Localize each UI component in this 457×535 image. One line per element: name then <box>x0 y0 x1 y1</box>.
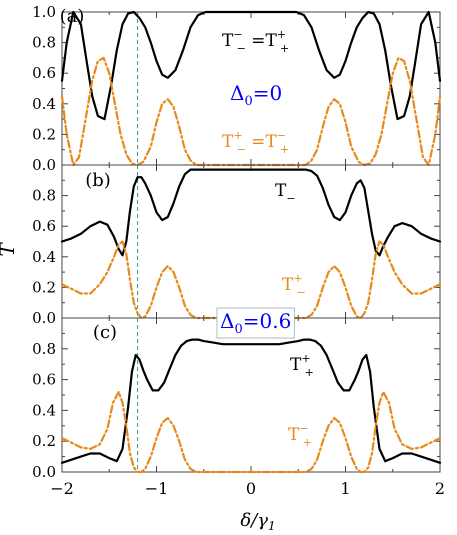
series-label-sub: − <box>286 192 295 205</box>
series-label-symbol: T <box>222 31 234 51</box>
series-label-sub: + <box>280 42 289 55</box>
series-label-symbol: T <box>288 425 300 445</box>
y-tick-label: 0.6 <box>32 371 56 389</box>
delta-annotation: Δ0=0.6 <box>220 309 291 337</box>
panel-label: (b) <box>85 170 111 191</box>
y-tick-label: 0.8 <box>32 34 56 52</box>
panel-1: 0.00.20.40.60.81.0 (a)T− − =T+ +T+ − =T− +Δ0=… <box>32 3 442 174</box>
series-label-symbol: T <box>222 132 234 152</box>
y-tick-label: 0.0 <box>32 463 56 481</box>
panel-3: 0.00.20.40.60.8(c)T+ +T− +Δ0=0.6 <box>32 307 442 481</box>
series-label-1-1: T+ − <box>282 272 306 299</box>
y-tick-label: 0.0 <box>32 309 56 327</box>
delta-symbol: Δ <box>220 309 234 333</box>
series-line-solid <box>60 10 442 121</box>
series-label-sup: + <box>277 28 286 41</box>
y-tick-label: 0.2 <box>32 278 56 296</box>
delta-value: =0 <box>253 81 282 105</box>
y-tick-label: 0.4 <box>32 401 56 419</box>
x-axis-label-sub: 1 <box>268 519 276 533</box>
series-label-symbol: T <box>290 355 302 375</box>
series-label-0-0: T− − =T+ + <box>222 28 289 55</box>
panel-2: 0.00.20.40.60.8(b) T−T+ − <box>32 164 442 327</box>
y-tick-label: 0.8 <box>32 340 56 358</box>
series-label-2-1: T− + <box>288 422 312 449</box>
y-tick-label: 1.0 <box>32 3 56 21</box>
series-label-sup: − <box>277 129 286 142</box>
series-label-sup: − <box>233 28 242 41</box>
delta-annotation: Δ0=0 <box>230 81 282 109</box>
panel-label: (c) <box>93 322 117 343</box>
series-label-sup: − <box>299 422 308 435</box>
series-label-symbol: T <box>282 275 294 295</box>
series-label-sub: − <box>237 143 246 156</box>
y-tick-label: 0.6 <box>32 64 56 82</box>
series-line-dashed <box>60 240 442 320</box>
x-tick-label: −1 <box>145 479 169 498</box>
delta-sub: 0 <box>234 322 242 337</box>
y-tick-label: 0.2 <box>32 125 56 143</box>
delta-value: =0.6 <box>243 309 292 333</box>
series-label-sub: − <box>237 42 246 55</box>
series-label-sub: − <box>297 286 306 299</box>
series-label-sup: + <box>293 272 302 285</box>
series-line-dashed <box>60 56 442 167</box>
panels-layer: 0.00.20.40.60.81.0 (a)T− − =T+ +T+ − =T− +Δ0=… <box>32 3 445 498</box>
series-label-sup: + <box>233 129 242 142</box>
x-tick-label: −2 <box>50 479 74 498</box>
series-label-sub: + <box>303 436 312 449</box>
series-line-dashed <box>60 390 442 474</box>
series-label-2-0: T+ + <box>290 352 314 379</box>
delta-sub: 0 <box>244 94 252 109</box>
series-label-0-1: T+ − =T− + <box>222 129 289 156</box>
y-tick-label: 0.0 <box>32 156 56 174</box>
series-label-equals: = <box>246 132 266 152</box>
x-axis-label: δ/γ1 <box>240 510 275 533</box>
series-label-sup: + <box>301 352 310 365</box>
overlay-layer: T δ/γ1 <box>0 242 276 533</box>
series-line-solid <box>60 338 442 464</box>
series-label-equals: = <box>246 31 266 51</box>
x-tick-label: 2 <box>435 479 445 498</box>
series-label-symbol: T <box>275 181 287 201</box>
y-tick-label: 0.4 <box>32 248 56 266</box>
y-tick-label: 0.8 <box>32 187 56 205</box>
series-label-sub: + <box>305 366 314 379</box>
series-label-symbol: T <box>265 132 277 152</box>
delta-symbol: Δ <box>230 81 244 105</box>
series-label-1-0: T− <box>275 181 296 205</box>
y-axis-label: T <box>0 242 19 257</box>
delta-annotation-box <box>216 307 295 339</box>
series-label-sub: + <box>280 143 289 156</box>
y-tick-label: 0.4 <box>32 95 56 113</box>
y-tick-label: 0.2 <box>32 432 56 450</box>
x-tick-label: 0 <box>246 479 256 498</box>
y-tick-label: 0.6 <box>32 217 56 235</box>
panel-label: (a) <box>60 6 85 27</box>
plot-frame <box>61 164 441 319</box>
x-axis-label-main: δ/γ <box>240 510 268 531</box>
x-tick-label: 1 <box>340 479 350 498</box>
series-label-symbol: T <box>265 31 277 51</box>
series-line-solid <box>60 168 442 257</box>
